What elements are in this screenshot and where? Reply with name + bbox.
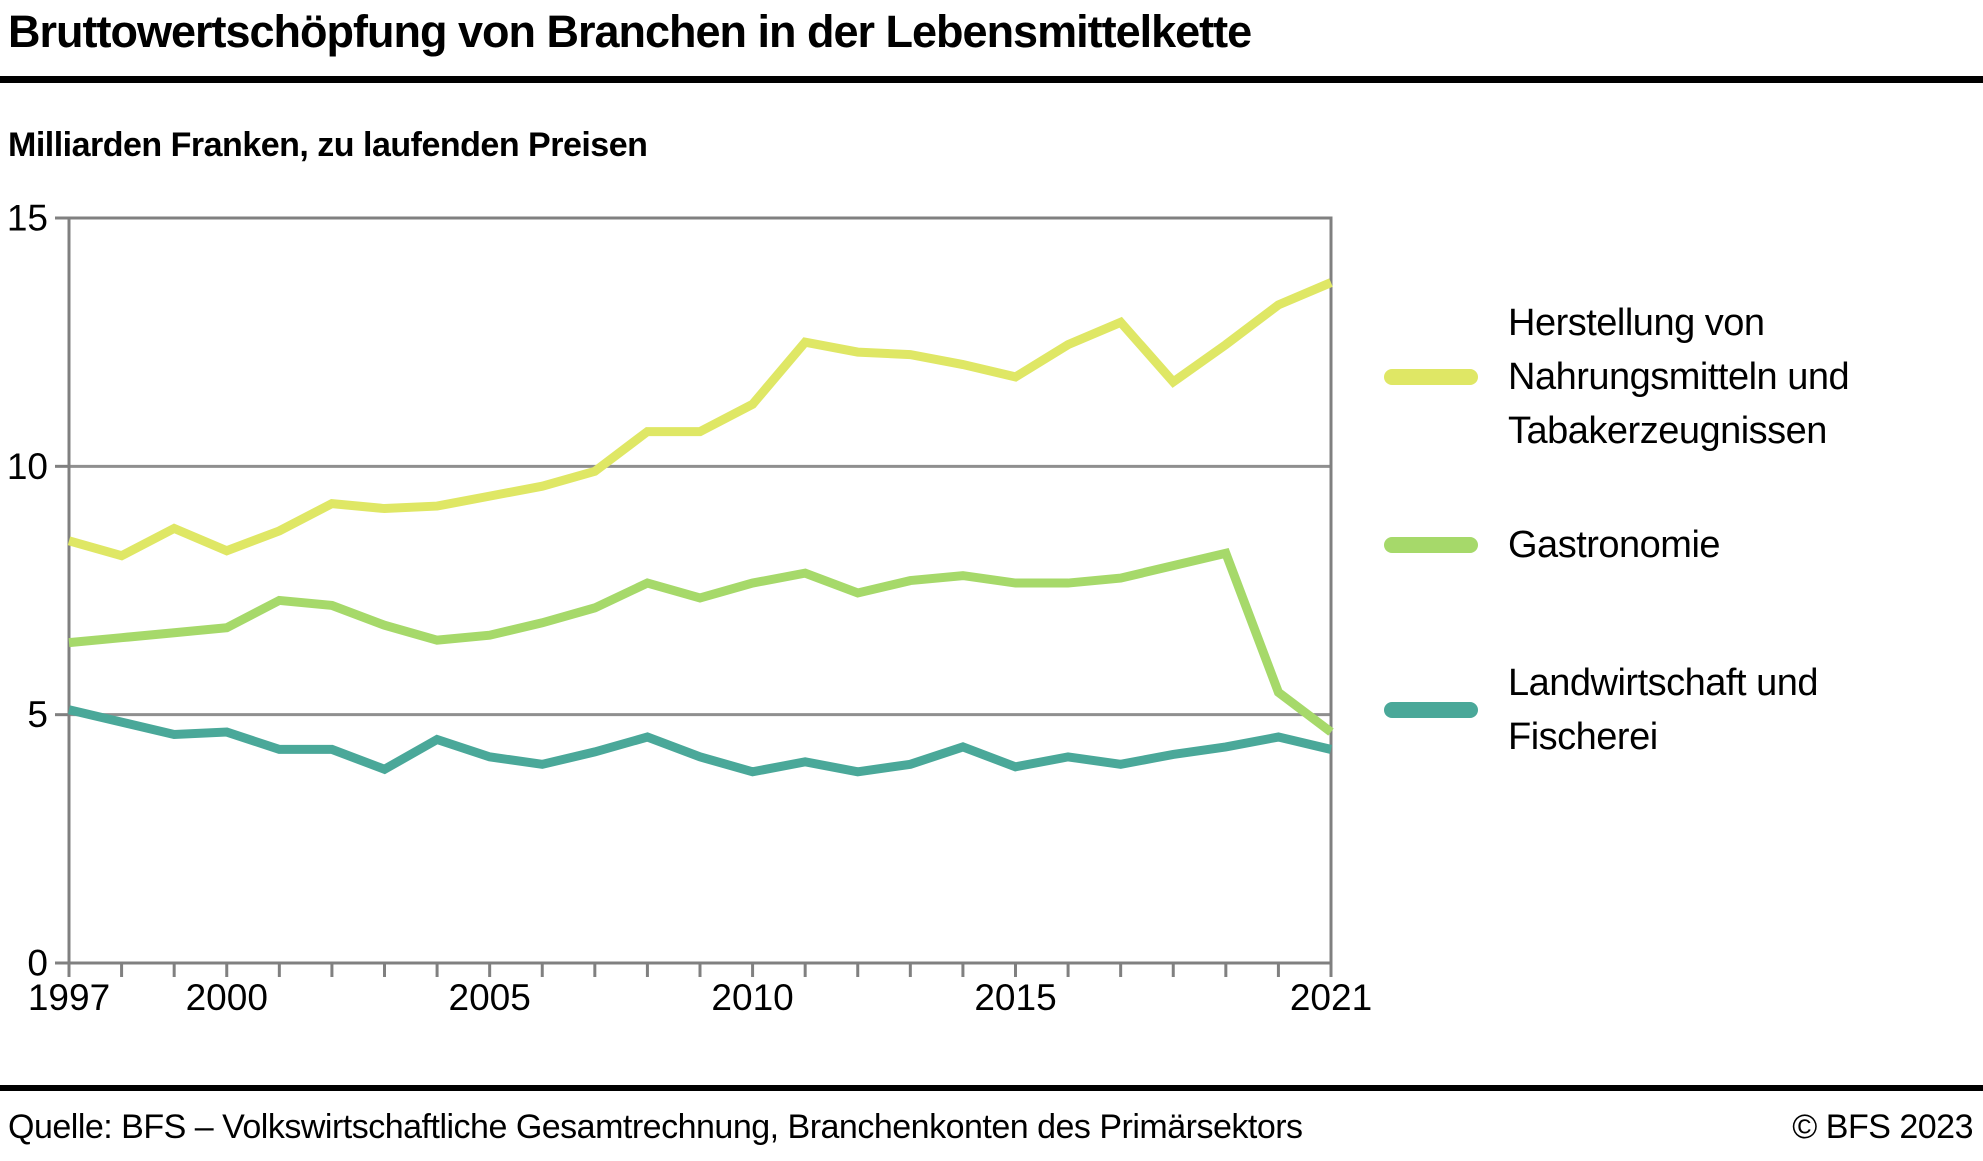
series-line-2 [67, 705, 1333, 777]
source-text: Quelle: BFS – Volkswirtschaftliche Gesam… [8, 1108, 1303, 1146]
title-divider [0, 76, 1983, 83]
x-tick-label-1997: 1997 [28, 977, 110, 1018]
series-line-0 [67, 278, 1333, 561]
y-tick-label-15: 15 [7, 198, 48, 239]
x-tick-label-2010: 2010 [711, 977, 793, 1018]
copyright-text: © BFS 2023 [1792, 1108, 1973, 1146]
page-title: Bruttowertschöpfung von Branchen in der … [8, 6, 1252, 57]
y-tick-label-0: 0 [27, 943, 48, 984]
y-tick-label-5: 5 [27, 694, 48, 735]
chart-subtitle: Milliarden Franken, zu laufenden Preisen [8, 126, 648, 164]
x-tick-label-2000: 2000 [186, 977, 268, 1018]
plot-border [67, 216, 1333, 965]
x-tick-label-2005: 2005 [449, 977, 531, 1018]
y-tick-label-10: 10 [7, 446, 48, 487]
series-line-1 [68, 547, 1334, 736]
x-tick-label-2021: 2021 [1290, 977, 1372, 1018]
x-tick-label-2015: 2015 [974, 977, 1056, 1018]
footer-divider [0, 1085, 1983, 1091]
